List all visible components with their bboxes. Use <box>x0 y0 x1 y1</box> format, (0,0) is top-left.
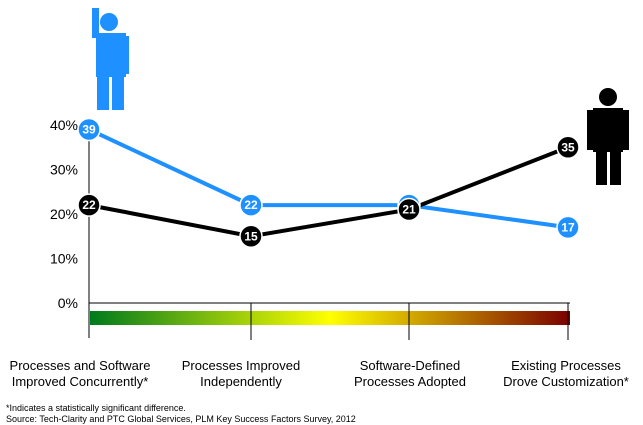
person-raising-hand-icon <box>92 8 129 110</box>
data-point-marker <box>397 197 421 222</box>
data-label: 39 <box>82 122 96 136</box>
data-point: 22 <box>239 193 263 217</box>
data-label: 22 <box>244 198 258 212</box>
data-point-marker <box>77 117 101 142</box>
y-tick-label: 10% <box>50 251 78 267</box>
data-label: 22 <box>82 198 96 212</box>
person-standing-icon <box>587 88 629 185</box>
data-point-marker <box>556 135 580 159</box>
data-point: 35 <box>556 135 580 159</box>
series-line-2 <box>88 145 569 239</box>
data-point: 21 <box>397 197 421 222</box>
footnote-significance: *Indicates a statistically significant d… <box>6 403 186 413</box>
y-tick-label: 40% <box>50 117 78 133</box>
data-point-marker <box>77 193 101 217</box>
data-point: 15 <box>239 224 263 248</box>
data-point: 22 <box>77 193 101 217</box>
y-tick-label: 0% <box>58 295 78 311</box>
footnote-source: Source: Tech-Clarity and PTC Global Serv… <box>6 414 356 424</box>
data-point: 39 <box>77 117 101 142</box>
y-tick-label: 20% <box>50 206 78 222</box>
x-category-label: Processes Improved Independently <box>182 358 301 389</box>
y-tick-label: 30% <box>50 162 78 178</box>
data-point-marker <box>239 193 263 217</box>
data-point-marker <box>239 224 263 248</box>
x-category-label: Software-Defined Processes Adopted <box>354 358 466 389</box>
data-point-marker <box>556 215 580 240</box>
gradient-bar <box>90 311 570 325</box>
x-category-label: Processes and Software Improved Concurren… <box>10 358 151 389</box>
data-label: 15 <box>244 229 258 243</box>
series-line-1 <box>88 127 569 230</box>
data-label: 21 <box>402 203 416 217</box>
x-category-label: Existing Processes Drove Customization* <box>503 358 629 389</box>
data-point: 17 <box>556 215 580 240</box>
data-label: 17 <box>561 220 575 234</box>
data-label: 35 <box>561 140 575 154</box>
